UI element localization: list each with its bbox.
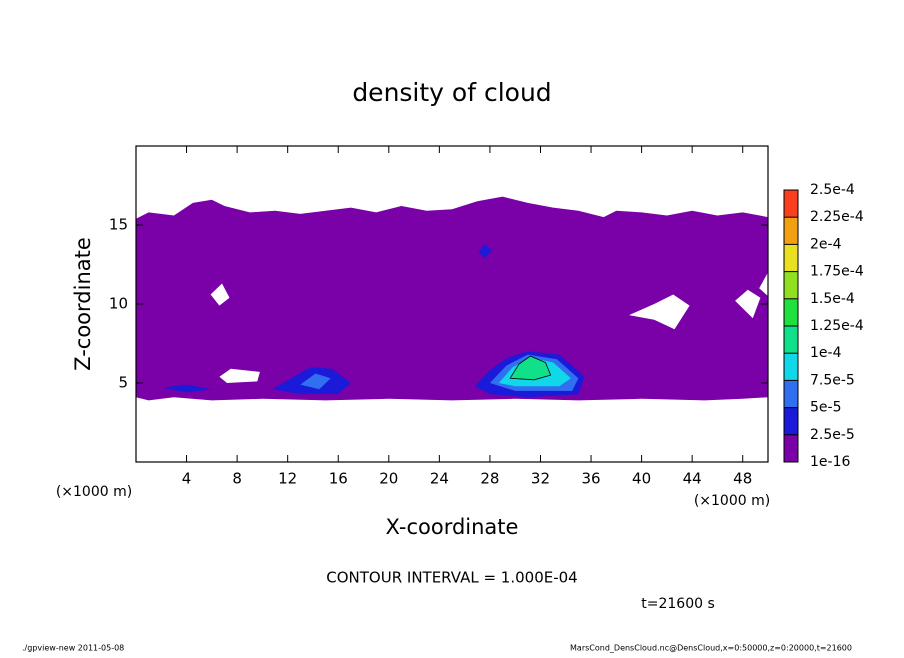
colorbar-segment xyxy=(784,190,798,218)
colorbar-label: 5e-5 xyxy=(810,400,841,416)
colorbar-segment xyxy=(784,298,798,326)
x-tick-label: 4 xyxy=(182,470,192,488)
colorbar-label: 2.5e-5 xyxy=(810,427,855,443)
time-label: t=21600 s xyxy=(641,596,715,612)
y-tick-label: 10 xyxy=(109,295,128,313)
y-tick-label: 15 xyxy=(109,216,128,234)
x-tick-label: 40 xyxy=(632,470,651,488)
colorbar-label: 1e-4 xyxy=(810,345,842,361)
x-tick-label: 28 xyxy=(480,470,499,488)
y-tick-label: 5 xyxy=(118,374,128,392)
colorbar-segment xyxy=(784,244,798,272)
contour-region xyxy=(509,355,552,381)
footer-right: MarsCond_DensCloud.nc@DensCloud,x=0:5000… xyxy=(570,644,852,653)
contour-region xyxy=(161,384,212,393)
colorbar-segment xyxy=(784,217,798,245)
x-tick-label: 8 xyxy=(232,470,242,488)
y-unit: (×1000 m) xyxy=(56,484,132,500)
colorbar-label: 7.5e-5 xyxy=(810,372,855,388)
colorbar-label: 1.5e-4 xyxy=(810,291,855,307)
chart-title: density of cloud xyxy=(352,78,551,107)
x-tick-label: 32 xyxy=(531,470,550,488)
contour-region xyxy=(478,244,493,259)
colorbar-segment xyxy=(784,407,798,435)
colorbar-segment xyxy=(784,380,798,408)
x-axis-label: X-coordinate xyxy=(386,515,519,539)
colorbar-segment xyxy=(784,353,798,381)
colorbar-label: 2.25e-4 xyxy=(810,209,864,225)
field-hole xyxy=(151,179,157,186)
x-tick-label: 12 xyxy=(278,470,297,488)
colorbar-segment xyxy=(784,434,798,462)
colorbar-label: 1e-16 xyxy=(810,454,850,470)
colorbar-segment xyxy=(784,271,798,299)
contour-region xyxy=(136,196,768,401)
x-unit: (×1000 m) xyxy=(694,493,770,509)
x-tick-label: 20 xyxy=(379,470,398,488)
colorbar-segment xyxy=(784,326,798,354)
field-hole xyxy=(629,294,690,330)
contour-interval: CONTOUR INTERVAL = 1.000E-04 xyxy=(326,569,577,587)
contour-region xyxy=(300,373,331,390)
colorbar-label: 2.5e-4 xyxy=(810,182,855,198)
colorbar-label: 2e-4 xyxy=(810,236,842,252)
field-hole xyxy=(735,289,761,319)
x-tick-label: 16 xyxy=(329,470,348,488)
x-tick-label: 44 xyxy=(683,470,702,488)
footer-left: ./gpview-new 2011-05-08 xyxy=(22,644,124,653)
x-tick-label: 36 xyxy=(581,470,600,488)
field-hole xyxy=(210,283,230,306)
y-axis-label: Z-coordinate xyxy=(71,237,95,371)
x-tick-label: 48 xyxy=(733,470,752,488)
x-tick-label: 24 xyxy=(430,470,449,488)
field-hole xyxy=(219,368,260,383)
colorbar-label: 1.75e-4 xyxy=(810,264,864,280)
colorbar-label: 1.25e-4 xyxy=(810,318,864,334)
